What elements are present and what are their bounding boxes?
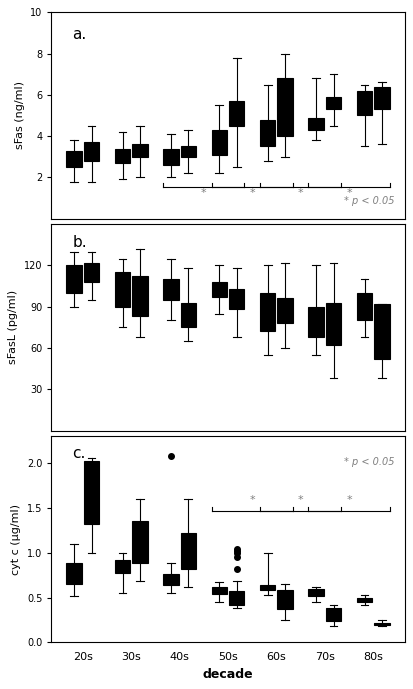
PathPatch shape bbox=[309, 118, 324, 130]
PathPatch shape bbox=[211, 130, 227, 155]
PathPatch shape bbox=[66, 265, 82, 293]
Y-axis label: cyt c (μg/ml): cyt c (μg/ml) bbox=[12, 504, 21, 575]
Text: *: * bbox=[298, 188, 304, 198]
PathPatch shape bbox=[229, 591, 244, 605]
PathPatch shape bbox=[374, 623, 390, 626]
PathPatch shape bbox=[309, 588, 324, 596]
Text: * p < 0.05: * p < 0.05 bbox=[344, 196, 394, 206]
PathPatch shape bbox=[211, 282, 227, 297]
Text: *: * bbox=[346, 495, 352, 505]
PathPatch shape bbox=[132, 522, 148, 564]
PathPatch shape bbox=[163, 279, 179, 300]
Text: *: * bbox=[346, 188, 352, 198]
Text: *: * bbox=[249, 495, 255, 505]
PathPatch shape bbox=[278, 79, 293, 136]
Text: c.: c. bbox=[73, 446, 86, 462]
PathPatch shape bbox=[260, 120, 275, 147]
PathPatch shape bbox=[229, 289, 244, 309]
PathPatch shape bbox=[84, 461, 99, 524]
PathPatch shape bbox=[163, 149, 179, 165]
X-axis label: decade: decade bbox=[203, 668, 253, 681]
PathPatch shape bbox=[132, 276, 148, 316]
Text: *: * bbox=[298, 495, 304, 505]
Y-axis label: sFasL (pg/ml): sFasL (pg/ml) bbox=[8, 290, 18, 364]
PathPatch shape bbox=[163, 574, 179, 585]
PathPatch shape bbox=[278, 590, 293, 609]
PathPatch shape bbox=[66, 564, 82, 584]
PathPatch shape bbox=[115, 149, 130, 163]
PathPatch shape bbox=[326, 97, 341, 110]
PathPatch shape bbox=[180, 147, 196, 157]
PathPatch shape bbox=[357, 293, 372, 320]
PathPatch shape bbox=[84, 263, 99, 282]
Text: a.: a. bbox=[73, 27, 87, 42]
PathPatch shape bbox=[326, 608, 341, 621]
PathPatch shape bbox=[115, 272, 130, 307]
PathPatch shape bbox=[260, 585, 275, 590]
Text: b.: b. bbox=[73, 234, 87, 249]
Y-axis label: sFas (ng/ml): sFas (ng/ml) bbox=[14, 81, 25, 150]
PathPatch shape bbox=[84, 143, 99, 161]
PathPatch shape bbox=[374, 87, 390, 110]
PathPatch shape bbox=[132, 145, 148, 157]
PathPatch shape bbox=[326, 302, 341, 345]
PathPatch shape bbox=[357, 597, 372, 602]
PathPatch shape bbox=[115, 560, 130, 573]
PathPatch shape bbox=[180, 302, 196, 327]
PathPatch shape bbox=[211, 587, 227, 594]
Text: *: * bbox=[201, 188, 206, 198]
PathPatch shape bbox=[260, 293, 275, 331]
PathPatch shape bbox=[357, 91, 372, 116]
PathPatch shape bbox=[229, 101, 244, 126]
PathPatch shape bbox=[309, 307, 324, 337]
PathPatch shape bbox=[278, 298, 293, 323]
PathPatch shape bbox=[374, 304, 390, 359]
PathPatch shape bbox=[66, 151, 82, 167]
Text: *: * bbox=[249, 188, 255, 198]
PathPatch shape bbox=[180, 533, 196, 569]
Text: * p < 0.05: * p < 0.05 bbox=[344, 457, 394, 466]
